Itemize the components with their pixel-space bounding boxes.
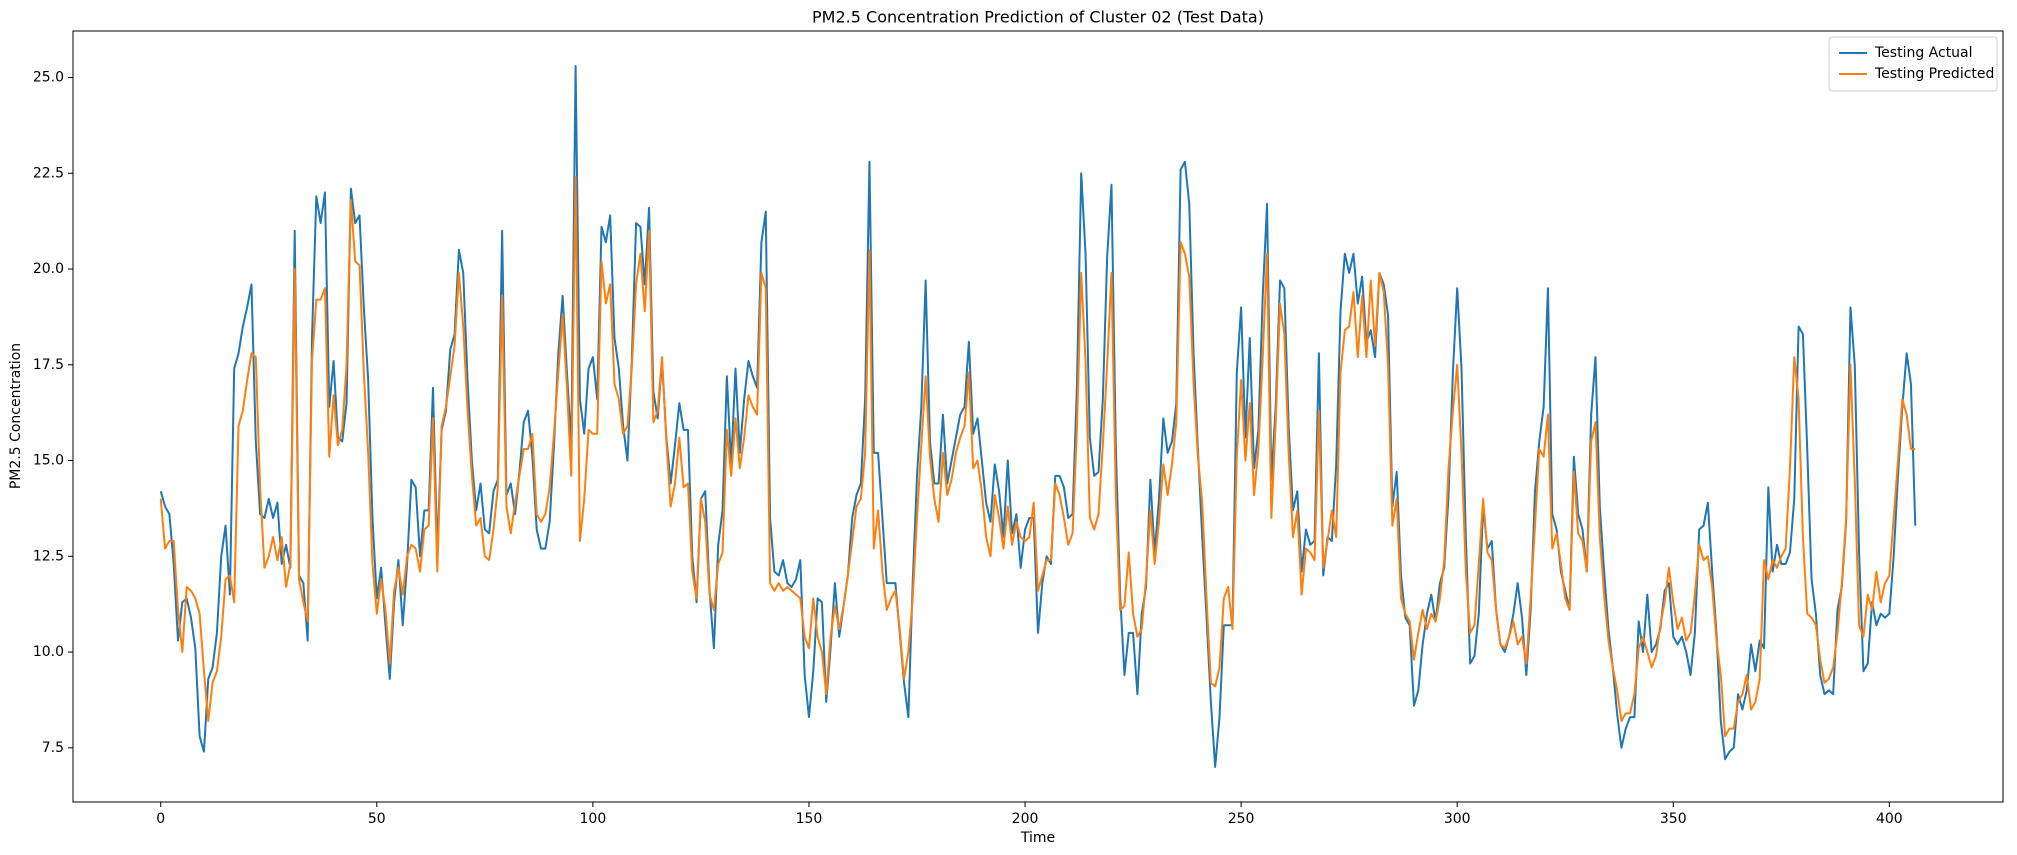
x-tick-label: 0 bbox=[156, 811, 165, 827]
y-tick-label: 15.0 bbox=[33, 453, 64, 469]
y-tick-label: 12.5 bbox=[33, 548, 64, 564]
legend-label: Testing Actual bbox=[1874, 45, 1973, 61]
x-tick-label: 300 bbox=[1444, 811, 1471, 827]
x-axis-label: Time bbox=[1020, 830, 1055, 846]
chart-title: PM2.5 Concentration Prediction of Cluste… bbox=[812, 8, 1264, 27]
y-axis-label: PM2.5 Concentration bbox=[8, 343, 24, 489]
y-tick-label: 10.0 bbox=[33, 644, 64, 660]
y-tick-label: 20.0 bbox=[33, 261, 64, 277]
data-line bbox=[159, 65, 1917, 768]
x-tick-label: 250 bbox=[1228, 811, 1255, 827]
legend: Testing Actual Testing Predicted bbox=[1828, 36, 1998, 92]
x-tick-label: 100 bbox=[580, 811, 607, 827]
x-tick-label: 50 bbox=[368, 811, 386, 827]
x-tick-label: 200 bbox=[1012, 811, 1039, 827]
legend-label: Testing Predicted bbox=[1874, 66, 1994, 82]
plot-frame bbox=[72, 30, 2004, 803]
y-tick-label: 17.5 bbox=[33, 357, 64, 373]
data-line bbox=[159, 176, 1916, 738]
y-tick-label: 7.5 bbox=[42, 740, 64, 756]
x-tick-label: 400 bbox=[1876, 811, 1903, 827]
legend-box bbox=[1828, 36, 1998, 92]
y-tick-label: 22.5 bbox=[33, 165, 64, 181]
y-tick-label: 25.0 bbox=[33, 70, 64, 86]
x-tick-label: 150 bbox=[796, 811, 823, 827]
x-tick-label: 350 bbox=[1660, 811, 1687, 827]
